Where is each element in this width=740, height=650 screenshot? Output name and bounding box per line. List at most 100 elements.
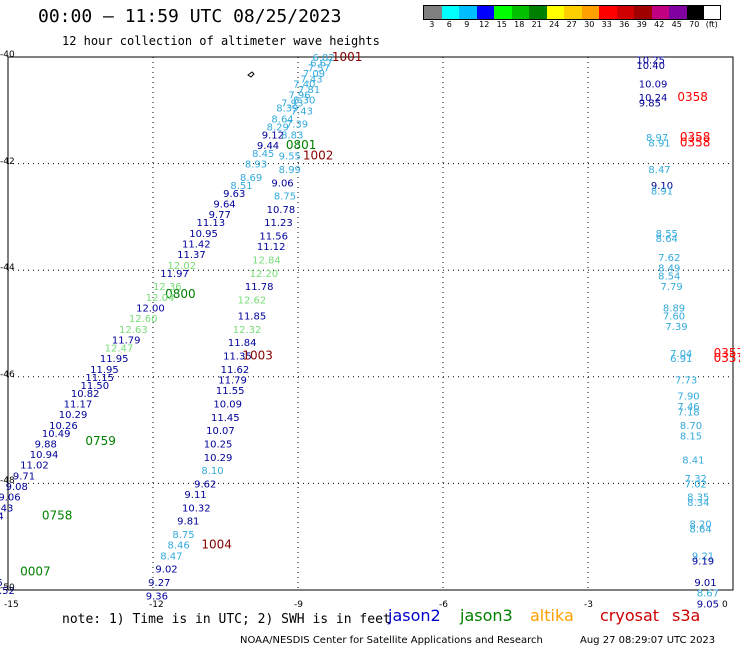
wave-height-label: 9.21 (692, 551, 714, 562)
time-marker-label: 1003 (242, 348, 273, 362)
wave-height-label: 8.93 (245, 160, 267, 171)
wave-height-label: 8.64 (271, 114, 293, 125)
satellite-legend-item: s3a (672, 606, 701, 625)
wave-height-label: 11.50 (81, 381, 110, 392)
wave-height-label: 7.79 (661, 282, 683, 293)
wave-height-label: 10.95 (189, 229, 218, 240)
longitude-tick-label: -9 (294, 600, 303, 610)
legend-label: 6 (446, 20, 452, 29)
wave-height-label: 8.75 (172, 530, 194, 541)
legend-label: 21 (531, 20, 542, 29)
wave-height-label: 11.56 (259, 232, 288, 243)
legend-swatch (546, 6, 564, 19)
wave-height-label: 8.47 (160, 551, 182, 562)
wave-height-label: 9.05 (697, 599, 719, 610)
legend-label: 9 (464, 20, 470, 29)
wave-height-label: 11.15 (85, 373, 114, 384)
legend-swatch (564, 6, 582, 19)
wave-height-label: 9.55 (279, 152, 301, 163)
wave-height-label: 8.15 (680, 431, 702, 442)
wave-height-label: 10.25 (204, 439, 233, 450)
wave-height-label: 11.45 (211, 413, 240, 424)
wave-height-label: 12.36 (153, 282, 182, 293)
legend-labels: 3 6 9 12 15 18 21 24 27 30 33 36 39 42 45 70 (ft) (423, 20, 721, 29)
wave-height-label: 8.46 (168, 541, 190, 552)
latitude-tick-label: -42 (0, 156, 15, 167)
wave-height-label: 10.29 (59, 410, 88, 421)
wave-height-label: 7.40 (293, 80, 315, 91)
wave-height-label: 9.01 (694, 578, 716, 589)
legend-label: 15 (496, 20, 507, 29)
legend-swatch (616, 6, 634, 19)
map-frame (7, 56, 734, 591)
wave-height-label: 10.49 (42, 429, 71, 440)
latitude-tick-label: -46 (0, 369, 15, 380)
wave-height-label: 10.82 (71, 389, 100, 400)
wave-height-label: 11.84 (228, 338, 257, 349)
wave-height-label: 8.10 (201, 466, 223, 477)
latitude-tick-label: -40 (0, 50, 15, 60)
legend-swatch (686, 6, 704, 19)
wave-height-label: 8.75 (274, 192, 296, 203)
wave-height-label: 11.95 (90, 365, 119, 376)
wave-height-label: 10.29 (204, 453, 233, 464)
time-marker-label: 0800 (165, 287, 196, 301)
wave-height-label: 7.43 (300, 74, 322, 85)
longitude-tick-label: 0 (722, 600, 728, 610)
wave-height-label: 9.08 (6, 482, 28, 493)
wave-height-label: 11.12 (257, 242, 286, 253)
wave-height-label: 9.10 (651, 181, 673, 192)
wave-height-label: 9.63 (223, 189, 245, 200)
wave-height-label: 6.02 (313, 53, 335, 64)
wave-height-label: 9.06 (0, 493, 21, 504)
wave-height-label: 10.52 (0, 586, 15, 597)
wave-height-label: 7.73 (675, 375, 697, 386)
legend-swatch (424, 6, 442, 19)
time-marker-label: 0358 (680, 130, 711, 144)
legend-swatch (651, 6, 669, 19)
wave-height-label: 8.70 (680, 421, 702, 432)
wave-height-label: 9.85 (639, 98, 661, 109)
wave-height-label: 9.43 (0, 503, 13, 514)
wave-height-label: 7.57 (308, 64, 330, 75)
time-marker-label: 0801 (286, 138, 317, 152)
legend-swatch (476, 6, 494, 19)
latitude-tick-label: -44 (0, 263, 15, 274)
legend-swatches (423, 5, 721, 20)
wave-height-label: 12.60 (129, 314, 158, 325)
wave-height-label: 7.96 (288, 90, 310, 101)
wave-height-label: 8.35 (687, 493, 709, 504)
legend-label: 30 (584, 20, 595, 29)
wave-height-label: 11.02 (20, 461, 49, 472)
wave-height-label: 9.71 (13, 471, 35, 482)
satellite-legend-item: jason3 (460, 606, 513, 625)
wave-height-label: 8.55 (656, 229, 678, 240)
wave-height-label: 7.81 (298, 85, 320, 96)
wave-height-label: 12.02 (168, 261, 197, 272)
wave-height-label: 9.64 (0, 511, 4, 522)
legend-swatch (581, 6, 599, 19)
wave-height-label: 9.62 (194, 479, 216, 490)
wave-height-label: 9.02 (155, 565, 177, 576)
legend-label: 39 (636, 20, 647, 29)
longitude-tick-label: -15 (4, 600, 19, 610)
wave-height-label: 7.62 (658, 253, 680, 264)
legend-swatch (669, 6, 687, 19)
legend-label: 27 (566, 20, 577, 29)
wave-height-label: 8.45 (252, 149, 274, 160)
wave-height-label: 7.90 (677, 391, 699, 402)
wave-height-label: 7.09 (303, 69, 325, 80)
wave-height-label: 10.24 (639, 93, 668, 104)
longitude-tick-label: -6 (439, 600, 448, 610)
wave-height-label: 12.47 (105, 343, 134, 354)
wave-height-label: 9.27 (148, 578, 170, 589)
legend-label: 24 (549, 20, 560, 29)
wave-height-label: 10.09 (213, 399, 242, 410)
wave-height-label: 11.79 (112, 335, 141, 346)
wave-height-label: 8.49 (658, 264, 680, 275)
wave-height-label: 6.67 (310, 58, 332, 69)
wave-height-label: 8.47 (648, 165, 670, 176)
satellite-legend-item: altika (530, 606, 574, 625)
legend-label: 18 (514, 20, 525, 29)
